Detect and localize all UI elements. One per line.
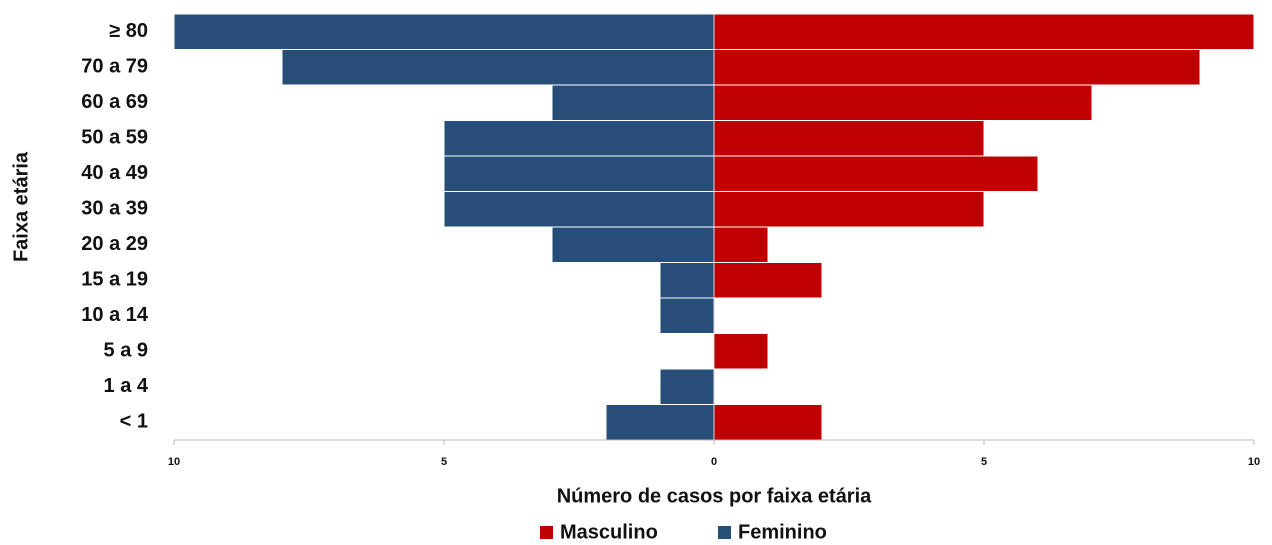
bar — [443, 120, 715, 157]
y-tick-label: 5 a 9 — [104, 340, 148, 362]
y-tick-label: 20 a 29 — [81, 233, 148, 255]
bar — [713, 84, 1093, 121]
legend-label: Feminino — [738, 521, 827, 543]
legend-label: Masculino — [560, 521, 658, 543]
bar — [551, 226, 715, 263]
bar — [713, 333, 769, 370]
bar — [659, 297, 715, 334]
bar — [605, 404, 715, 441]
x-tick-label: 10 — [168, 456, 180, 468]
bar — [713, 120, 985, 157]
x-axis-title: Número de casos por faixa etária — [557, 485, 872, 507]
x-tick-label: 10 — [1248, 456, 1260, 468]
legend-swatch — [718, 526, 731, 539]
bar — [713, 13, 1255, 50]
bar — [443, 191, 715, 228]
bar — [173, 13, 715, 50]
x-tick-label: 5 — [441, 456, 447, 468]
bar — [713, 49, 1201, 86]
bar — [443, 155, 715, 192]
bar — [713, 191, 985, 228]
x-tick-label: 0 — [711, 456, 717, 468]
bar — [551, 84, 715, 121]
y-tick-label: 70 a 79 — [81, 56, 148, 78]
bar — [659, 262, 715, 299]
bar — [713, 155, 1039, 192]
y-tick-label: 15 a 19 — [81, 269, 148, 291]
x-tick-label: 5 — [981, 456, 987, 468]
y-tick-label: 1 a 4 — [104, 375, 149, 397]
bar — [713, 404, 823, 441]
bar — [713, 226, 769, 263]
bar — [659, 368, 715, 405]
y-axis-title: Faixa etária — [10, 151, 32, 262]
bar — [281, 49, 715, 86]
y-tick-label: 30 a 39 — [81, 198, 148, 220]
bar — [713, 262, 823, 299]
y-tick-label: 10 a 14 — [81, 304, 149, 326]
y-tick-label: ≥ 80 — [109, 20, 148, 42]
y-tick-label: 50 a 59 — [81, 127, 148, 149]
y-tick-label: 60 a 69 — [81, 91, 148, 113]
y-tick-label: 40 a 49 — [81, 162, 148, 184]
y-tick-label: < 1 — [120, 411, 148, 433]
legend-swatch — [540, 526, 553, 539]
